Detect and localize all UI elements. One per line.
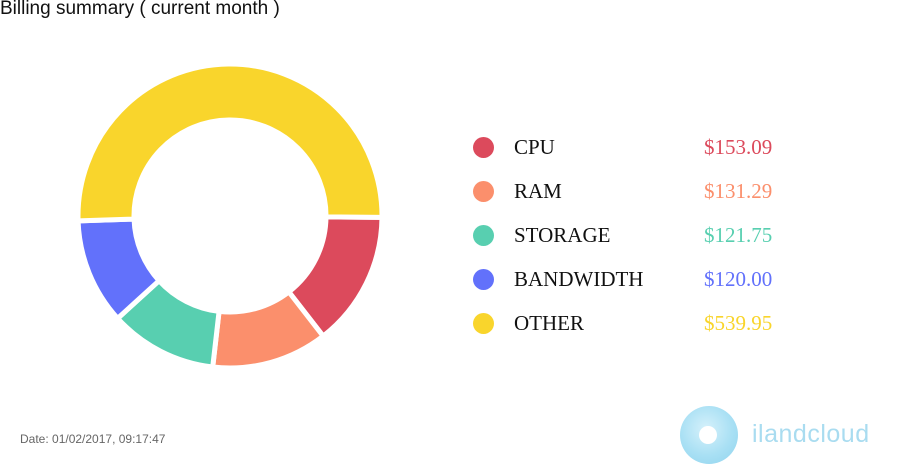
legend-label: STORAGE	[514, 223, 611, 247]
legend-value: $121.75	[704, 223, 773, 247]
report-date: Date: 01/02/2017, 09:17:47	[20, 432, 166, 446]
legend-dot-icon	[473, 181, 494, 202]
brand-name-suffix: cloud	[807, 420, 870, 448]
legend-label: OTHER	[514, 311, 584, 335]
legend-item-cpu[interactable]: CPU $153.09	[473, 134, 793, 160]
legend-value: $539.95	[704, 311, 773, 335]
legend-dot-icon	[473, 269, 494, 290]
brand-name: ilandcloud	[752, 420, 870, 449]
billing-donut-chart	[75, 61, 385, 371]
cloud-logo-icon	[680, 406, 738, 464]
legend-item-other[interactable]: OTHER $539.95	[473, 310, 793, 336]
brand-name-prefix: iland	[752, 420, 808, 448]
legend-item-ram[interactable]: RAM $131.29	[473, 178, 793, 204]
legend-label: BANDWIDTH	[514, 267, 644, 291]
brand-logo: ilandcloud	[680, 406, 890, 466]
legend-value: $131.29	[704, 179, 773, 203]
legend-label: RAM	[514, 179, 562, 203]
legend-dot-icon	[473, 313, 494, 334]
legend-value: $153.09	[704, 135, 773, 159]
page-title: Billing summary ( current month )	[0, 0, 280, 19]
legend-label: CPU	[514, 135, 555, 159]
legend-item-storage[interactable]: STORAGE $121.75	[473, 222, 793, 248]
donut-slice-other[interactable]	[75, 61, 385, 224]
legend-dot-icon	[473, 137, 494, 158]
legend-item-bandwidth[interactable]: BANDWIDTH $120.00	[473, 266, 793, 292]
legend-value: $120.00	[704, 267, 773, 291]
legend-dot-icon	[473, 225, 494, 246]
